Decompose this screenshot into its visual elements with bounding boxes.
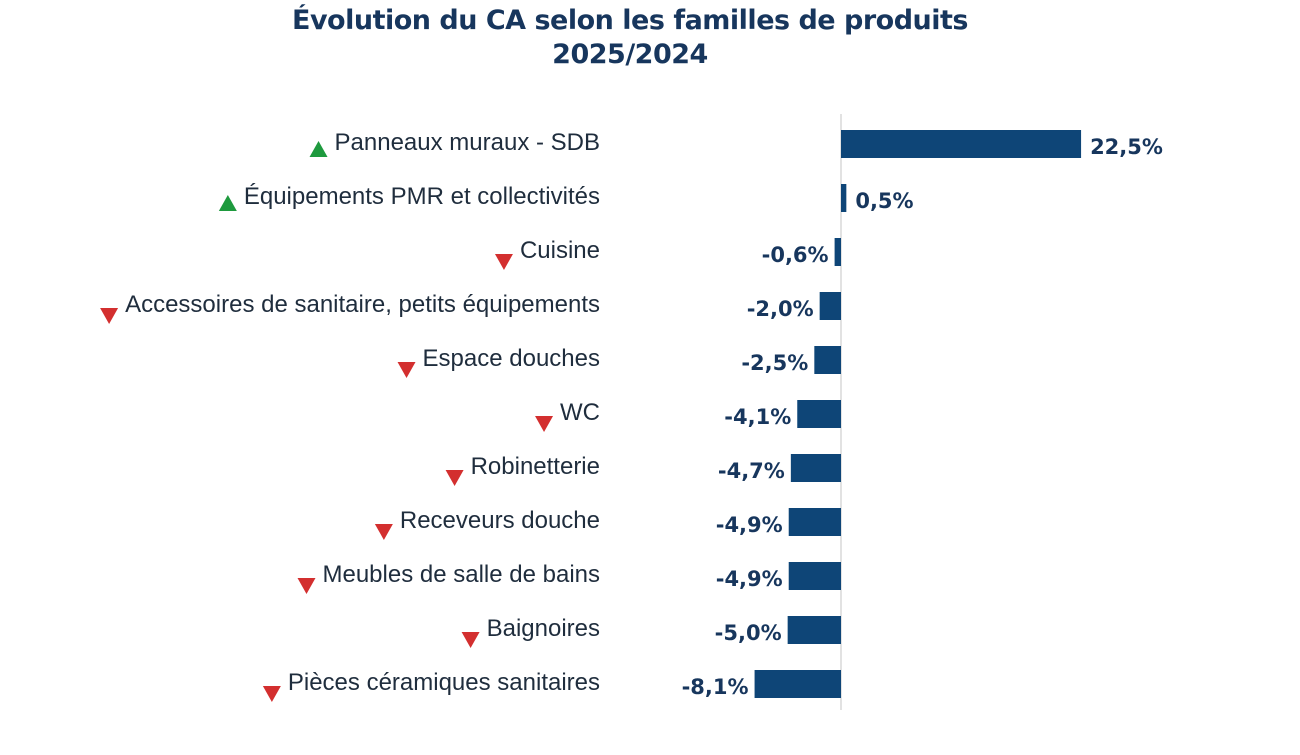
trend-down-icon — [297, 578, 316, 594]
category-label: WC — [560, 399, 600, 426]
bar — [790, 454, 841, 482]
value-label: -0,6% — [762, 243, 829, 267]
value-label: 0,5% — [855, 189, 913, 213]
bar — [841, 184, 847, 212]
category-label: Espace douches — [423, 345, 600, 372]
trend-down-icon — [397, 362, 416, 378]
bar — [834, 238, 841, 266]
value-label: -2,5% — [741, 351, 808, 375]
bar — [814, 346, 841, 374]
trend-down-icon — [494, 254, 513, 270]
chart-title-line-2: 2025/2024 — [552, 39, 708, 70]
value-label: -2,0% — [747, 297, 814, 321]
trend-up-icon — [309, 141, 328, 157]
category-label: Cuisine — [520, 237, 600, 264]
category-label: Meubles de salle de bains — [322, 561, 600, 588]
value-label: -4,9% — [716, 567, 783, 591]
value-label: -4,9% — [716, 513, 783, 537]
category-label: Robinetterie — [471, 453, 600, 480]
value-label: -4,1% — [724, 405, 791, 429]
category-label: Baignoires — [487, 615, 600, 642]
value-label: -8,1% — [682, 675, 749, 699]
category-label: Équipements PMR et collectivités — [244, 183, 600, 210]
chart-title: Évolution du CA selon les familles de pr… — [0, 4, 1260, 72]
trend-down-icon — [461, 632, 480, 648]
trend-down-icon — [374, 524, 393, 540]
value-label: -4,7% — [718, 459, 785, 483]
bar — [788, 562, 841, 590]
bar — [788, 508, 841, 536]
bar — [754, 670, 841, 698]
category-label: Receveurs douche — [400, 507, 600, 534]
trend-down-icon — [445, 470, 464, 486]
bar — [797, 400, 841, 428]
trend-down-icon — [100, 308, 119, 324]
value-label: 22,5% — [1090, 135, 1163, 159]
trend-up-icon — [218, 195, 237, 211]
value-label: -5,0% — [715, 621, 782, 645]
trend-down-icon — [262, 686, 281, 702]
chart-title-line-1: Évolution du CA selon les familles de pr… — [292, 5, 968, 36]
category-label: Pièces céramiques sanitaires — [288, 669, 600, 696]
trend-down-icon — [535, 416, 554, 432]
bar — [819, 292, 841, 320]
bar — [787, 616, 841, 644]
bar — [841, 130, 1082, 158]
category-label: Accessoires de sanitaire, petits équipem… — [125, 291, 600, 318]
category-label: Panneaux muraux - SDB — [335, 129, 600, 156]
